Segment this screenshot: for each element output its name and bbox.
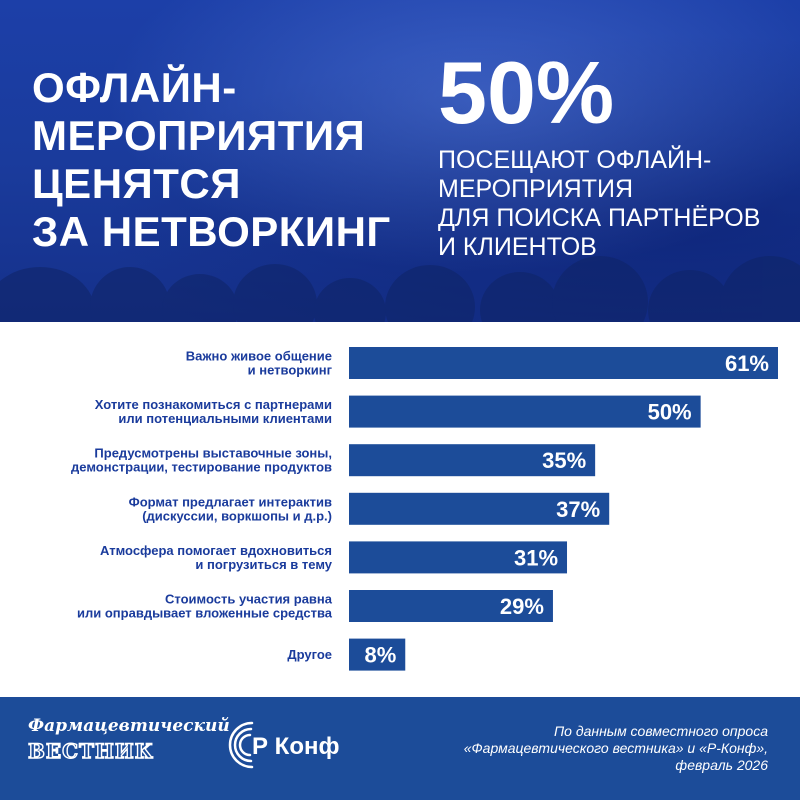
title-line: ЗА НЕТВОРКИНГ: [32, 208, 391, 255]
bar-value-label: 37%: [556, 497, 600, 522]
bar-chart: 61% Важно живое общение и нетворкинг 50% Хот…: [71, 347, 778, 671]
bar: [349, 444, 596, 477]
category-label: Атмосфера помогает вдохновиться и погрузи…: [100, 543, 333, 572]
bar: [349, 347, 778, 379]
category-label-line: Формат предлагает интерактив: [129, 494, 332, 509]
category-label-line: Хотите познакомиться с партнерами: [95, 397, 332, 412]
category-label-line: и погрузиться в тему: [195, 557, 332, 572]
category-label-line: или оправдывает вложенные средства: [77, 606, 333, 621]
category-label-line: Стоимость участия равна: [165, 592, 333, 607]
category-label-line: Предусмотрены выставочные зоны,: [94, 446, 332, 461]
category-label: Другое: [287, 647, 332, 662]
category-label: Хотите познакомиться с партнерами или пот…: [95, 397, 332, 426]
category-label: Предусмотрены выставочные зоны, демонстра…: [71, 446, 332, 475]
source-note: По данным совместного опроса «Фармацевти…: [408, 723, 768, 774]
category-label: Стоимость участия равна или оправдывает в…: [77, 592, 333, 621]
description-line: МЕРОПРИЯТИЯ: [438, 175, 634, 203]
description-line: ДЛЯ ПОИСКА ПАРТНЁРОВ: [438, 204, 761, 232]
bar-value-label: 31%: [514, 545, 558, 570]
category-label-line: (дискуссии, воркшопы и д.р.): [142, 508, 332, 523]
category-label-line: Атмосфера помогает вдохновиться: [100, 543, 332, 558]
source-line: «Фармацевтического вестника» и «Р-Конф»,: [463, 740, 768, 756]
description-line: И КЛИЕНТОВ: [438, 233, 597, 261]
source-line: февраль 2026: [675, 757, 768, 773]
bar: [349, 541, 568, 574]
bar-value-label: 61%: [725, 351, 769, 376]
farmvestnik-logo: Фармацевтический ВЕСТНИК: [27, 715, 230, 775]
category-label-line: и нетворкинг: [248, 363, 333, 378]
logo-text: Фармацевтический: [28, 716, 230, 736]
headline-description: ПОСЕЩАЮТ ОФЛАЙН- МЕРОПРИЯТИЯ ДЛЯ ПОИСКА …: [438, 146, 788, 262]
headline-percent: 50%: [438, 43, 615, 142]
page-title: ОФЛАЙН- МЕРОПРИЯТИЯ ЦЕНЯТСЯ ЗА НЕТВОРКИН…: [32, 64, 412, 256]
rkonf-logo: Р Конф: [222, 717, 362, 777]
audience-silhouette: [0, 256, 800, 322]
title-line: ЦЕНЯТСЯ: [32, 160, 241, 207]
description-line: ПОСЕЩАЮТ ОФЛАЙН-: [438, 146, 712, 174]
category-label: Важно живое общение и нетворкинг: [186, 349, 333, 378]
category-label: Формат предлагает интерактив (дискуссии, …: [129, 494, 332, 523]
title-line: ОФЛАЙН-: [32, 64, 237, 111]
bar: [349, 590, 553, 622]
category-label-line: Важно живое общение: [186, 349, 332, 364]
bar: [349, 638, 406, 671]
header-banner: ОФЛАЙН- МЕРОПРИЯТИЯ ЦЕНЯТСЯ ЗА НЕТВОРКИН…: [0, 0, 800, 322]
bar-value-label: 35%: [542, 448, 586, 473]
bar-value-label: 29%: [500, 594, 544, 619]
bar-value-label: 8%: [364, 643, 396, 668]
bar-value-label: 50%: [648, 400, 692, 425]
rkonf-arcs-icon: [228, 721, 254, 769]
bar: [349, 492, 610, 525]
logo-text: ВЕСТНИК: [27, 738, 154, 763]
footer: Фармацевтический ВЕСТНИК Р Конф По данны…: [0, 697, 800, 800]
category-label-line: или потенциальными клиентами: [118, 411, 332, 426]
source-line: По данным совместного опроса: [554, 723, 768, 739]
title-line: МЕРОПРИЯТИЯ: [32, 112, 366, 159]
category-label-line: Другое: [287, 647, 332, 662]
bar: [349, 395, 701, 428]
category-label-line: демонстрации, тестирование продуктов: [71, 460, 332, 475]
logo-text: Р Конф: [252, 733, 340, 760]
